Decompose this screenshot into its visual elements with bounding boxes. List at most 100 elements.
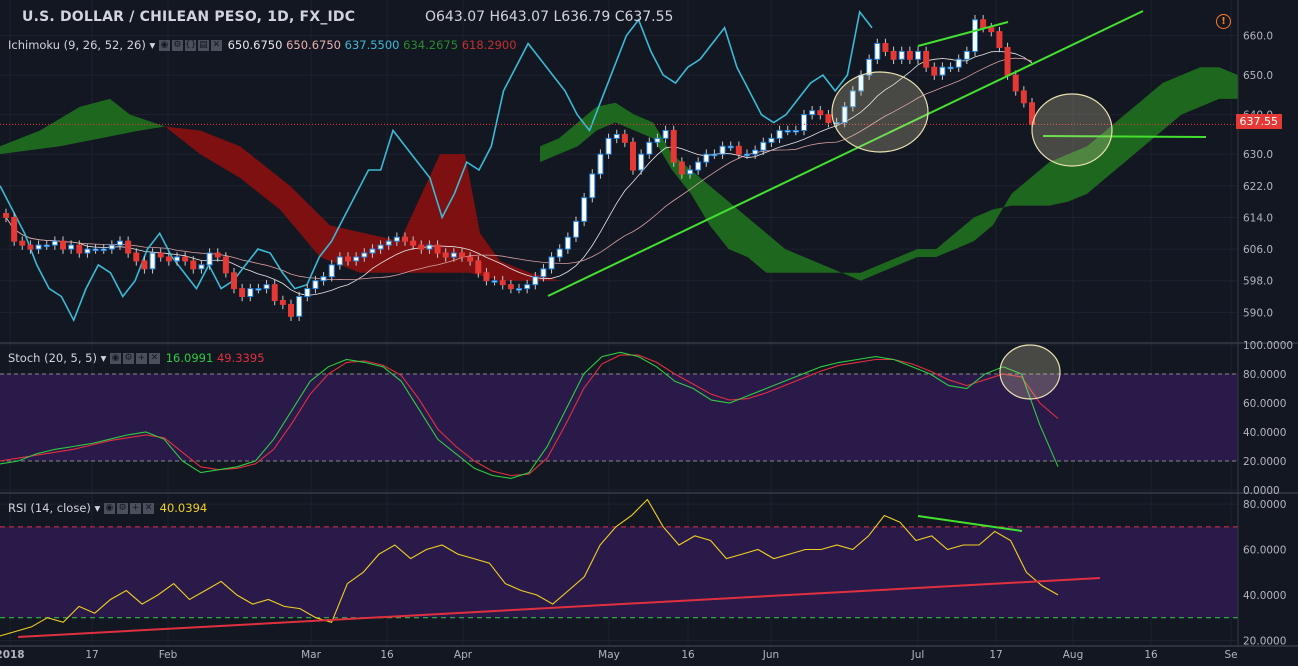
candle-up [117, 240, 123, 246]
candle-up [556, 248, 563, 258]
candle-up [328, 264, 335, 278]
candle-up [296, 296, 303, 317]
candle-down [1012, 74, 1019, 92]
stoch-legend[interactable]: Stoch (20, 5, 5) ▾ ◉ ⚙ + ✕ 16.0991 49.3395 [8, 351, 265, 365]
price-plot [0, 10, 1238, 323]
more-icon[interactable]: ▤ [197, 40, 209, 51]
candle-up [638, 153, 645, 171]
candle-up [784, 129, 791, 133]
source-icon[interactable]: {} [184, 40, 197, 51]
candle-up [646, 141, 653, 155]
candle-up [841, 106, 848, 124]
cloud-red [165, 126, 560, 281]
eye-icon[interactable]: ◉ [110, 353, 122, 364]
candle-down [222, 256, 229, 274]
candle-up [92, 248, 99, 252]
gear-icon[interactable]: ⚙ [116, 503, 128, 514]
candle-up [255, 288, 262, 291]
ichimoku-label: Ichimoku (9, 26, 52, 26) [8, 38, 146, 52]
candle-down [410, 240, 417, 246]
candle-up [972, 19, 978, 52]
candle-up [654, 137, 661, 143]
candle-up [320, 276, 327, 282]
base-line [5, 57, 1033, 281]
rsi-line [0, 498, 1059, 637]
candle-up [711, 153, 718, 157]
x-tick-label: 16 [681, 649, 695, 661]
candle-down [165, 256, 172, 262]
candle-down [231, 272, 237, 290]
high-value: H643.07 [489, 9, 549, 25]
candle-up [898, 50, 905, 60]
candle-down [60, 240, 66, 250]
candle-up [540, 268, 547, 278]
close-icon[interactable]: ✕ [210, 40, 222, 51]
ohlc-readout: O643.07 H643.07 L636.79 C637.55 [425, 9, 673, 25]
candle-up [866, 58, 873, 76]
candle-down [157, 252, 164, 258]
warning-icon[interactable]: ! [1216, 14, 1231, 29]
candle-up [369, 248, 376, 254]
ichimoku-value-3: 637.5500 [344, 38, 400, 52]
price-tick-label: 598.0 [1243, 276, 1273, 288]
ichimoku-legend[interactable]: Ichimoku (9, 26, 52, 26) ▾ ◉ ⚙{} ▤ ✕ 650.67… [8, 38, 517, 52]
eye-icon[interactable]: ◉ [158, 40, 170, 51]
gear-icon[interactable]: ⚙ [171, 40, 183, 51]
ichimoku-value-4: 634.2675 [403, 38, 459, 52]
candle-up [35, 244, 42, 250]
candle-down [923, 50, 930, 68]
candle-up [385, 240, 392, 246]
candle-up [947, 66, 954, 70]
candle-down [670, 129, 677, 163]
candle-up [809, 110, 816, 116]
price-tick-label: 630.0 [1243, 149, 1273, 161]
symbol-title[interactable]: U.S. DOLLAR / CHILEAN PESO, 1D, FX_IDC [22, 9, 356, 25]
stoch-k-value: 16.0991 [165, 351, 214, 365]
stoch-tick-label: 20.0000 [1243, 456, 1286, 468]
gear-icon[interactable]: ⚙ [123, 353, 135, 364]
candle-up [597, 153, 604, 175]
ichimoku-value-5: 618.2900 [461, 38, 517, 52]
x-tick-label: 16 [380, 649, 394, 661]
candle-up [198, 264, 205, 270]
candle-up [426, 244, 433, 250]
open-value: O643.07 [425, 9, 486, 25]
candle-up [662, 129, 669, 139]
candle-up [581, 197, 588, 222]
candle-down [434, 244, 441, 254]
candle-down [76, 244, 83, 254]
stoch-d-line [0, 354, 1059, 477]
candle-up [605, 137, 612, 155]
stoch-k-line [0, 351, 1059, 479]
stoch-plot [0, 344, 1238, 479]
close-icon[interactable]: ✕ [149, 353, 161, 364]
candle-down [442, 252, 449, 258]
candle-down [467, 256, 474, 262]
candle-down [735, 145, 742, 155]
add-icon[interactable]: + [129, 503, 141, 514]
candle-up [361, 252, 368, 258]
candle-down [418, 244, 425, 250]
candle-up [752, 149, 759, 155]
last-price-tag: 637.55 [1235, 114, 1282, 129]
candle-up [149, 252, 156, 270]
candle-up [174, 256, 180, 262]
rsi-legend[interactable]: RSI (14, close) ▾ ◉ ⚙ + ✕ 40.0394 [8, 501, 208, 515]
x-tick-label: Aug [1063, 649, 1084, 661]
eye-icon[interactable]: ◉ [103, 503, 115, 514]
candle-down [825, 114, 832, 124]
candle-up [84, 248, 91, 254]
candle-up [776, 129, 783, 139]
x-tick-label: 17 [989, 649, 1002, 661]
close-icon[interactable]: ✕ [142, 503, 154, 514]
candle-up [100, 248, 107, 252]
candle-up [939, 66, 946, 76]
candle-up [955, 58, 962, 68]
x-tick-label: Mar [301, 649, 321, 661]
candle-down [271, 284, 278, 301]
add-icon[interactable]: + [136, 353, 148, 364]
candle-down [890, 50, 897, 60]
stoch-tick-label: 40.0000 [1243, 427, 1286, 439]
